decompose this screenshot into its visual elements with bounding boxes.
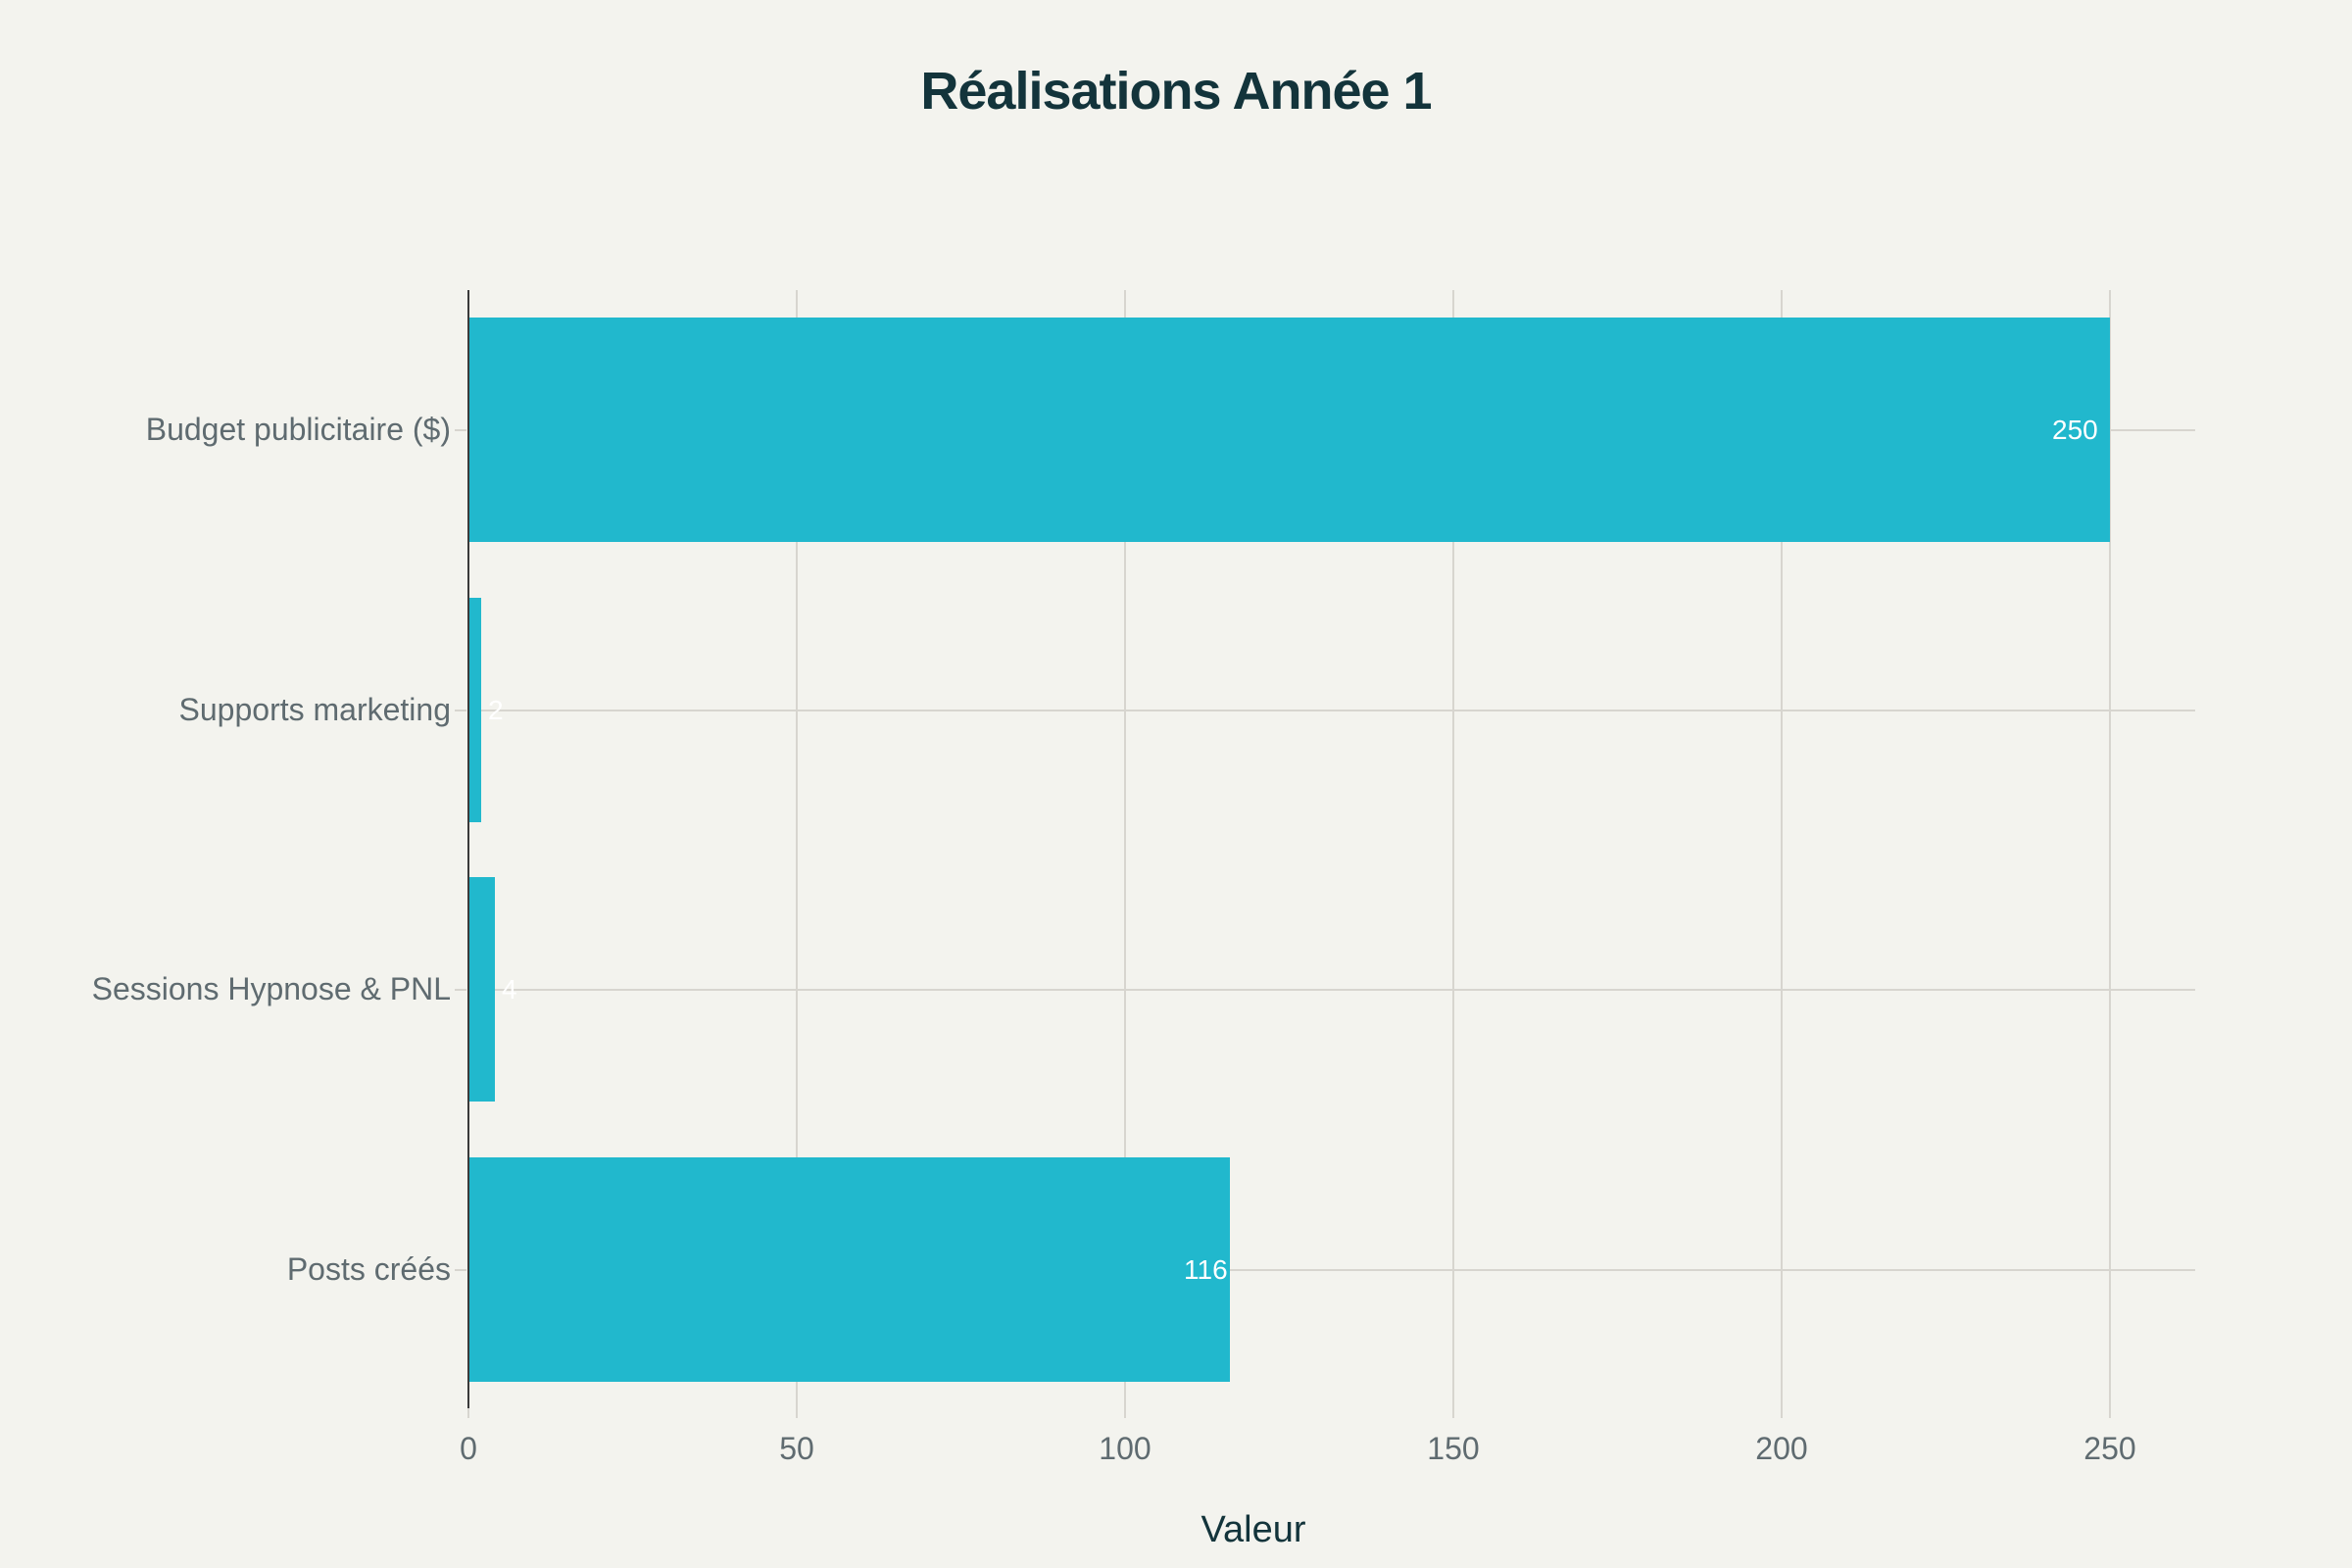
y-tick-2 [455,989,466,991]
gridline-y-2 [468,989,2195,991]
gridline-x-200 [1781,290,1783,1408]
data-label-budget: 250 [2052,415,2098,445]
x-tick-50 [796,1408,798,1418]
y-tick-1 [455,710,466,711]
gridline-y-3 [468,1269,2195,1271]
x-tick-label-100: 100 [1099,1431,1152,1466]
gridline-x-50 [796,290,798,1408]
x-tick-label-200: 200 [1755,1431,1808,1466]
x-tick-label-150: 150 [1427,1431,1480,1466]
gridline-x-250 [2109,290,2111,1408]
x-tick-label-250: 250 [2083,1431,2136,1466]
category-label-posts: Posts créés [286,1251,451,1287]
data-label-sessions: 4 [502,974,517,1004]
y-tick-0 [455,429,466,431]
data-label-posts: 116 [1184,1254,1228,1285]
gridline-y-1 [468,710,2195,711]
y-tick-3 [455,1269,466,1271]
x-tick-150 [1452,1408,1454,1418]
bar-sessions-hypnose-pnl[interactable] [468,877,495,1102]
x-tick-100 [1124,1408,1126,1418]
bar-posts-crees[interactable] [468,1157,1230,1382]
gridline-x-150 [1452,290,1454,1408]
category-label-budget: Budget publicitaire ($) [145,412,451,447]
plot-area: 250 2 4 116 [455,290,2195,1418]
x-tick-200 [1781,1408,1783,1418]
x-tick-label-50: 50 [779,1431,814,1466]
bar-supports-marketing[interactable] [468,598,481,822]
x-tick-label-0: 0 [460,1431,477,1466]
x-tick-0 [467,1408,469,1418]
category-label-supports: Supports marketing [178,692,451,727]
chart-title: Réalisations Année 1 [920,62,1432,121]
x-axis-title: Valeur [1200,1509,1306,1550]
gridline-x-100 [1124,290,1126,1408]
category-label-sessions: Sessions Hypnose & PNL [91,971,451,1006]
data-label-supports: 2 [488,695,504,725]
x-tick-250 [2109,1408,2111,1418]
y-axis-line [467,290,469,1408]
bar-budget-publicitaire[interactable] [468,318,2110,542]
